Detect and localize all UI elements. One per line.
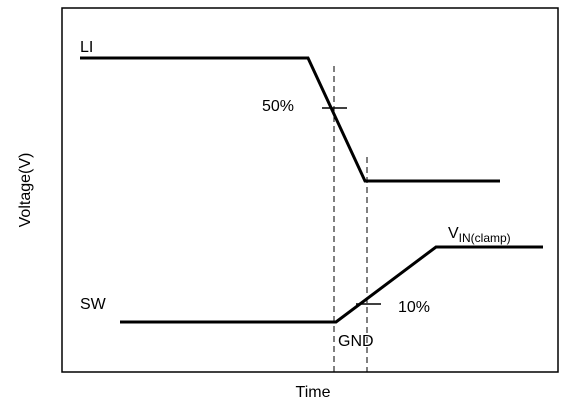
- sw-label: SW: [80, 296, 107, 313]
- label-50-percent: 50%: [262, 98, 294, 115]
- y-axis-label: Voltage(V): [17, 153, 34, 228]
- vin-subscript: IN(clamp): [459, 231, 511, 245]
- sw-waveform: [120, 245, 543, 324]
- li-waveform: [80, 56, 500, 183]
- vin-clamp-label: VIN(clamp): [448, 225, 511, 245]
- label-gnd: GND: [338, 333, 374, 350]
- li-label: LI: [80, 39, 93, 56]
- x-axis-label: Time: [296, 384, 331, 401]
- label-10-percent: 10%: [398, 299, 430, 316]
- vin-main: V: [448, 225, 459, 242]
- plot-frame: [61, 7, 559, 373]
